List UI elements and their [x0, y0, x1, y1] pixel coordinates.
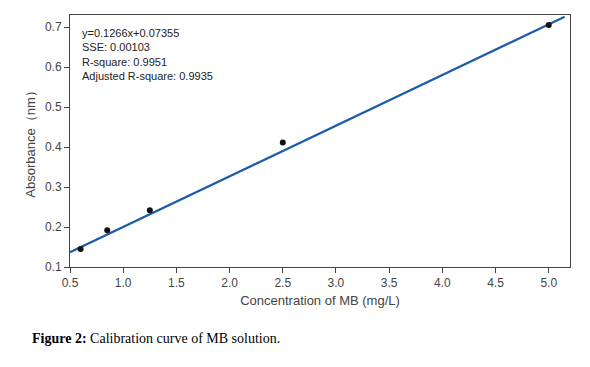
- svg-text:3.0: 3.0: [328, 276, 345, 290]
- svg-text:2.5: 2.5: [274, 276, 291, 290]
- svg-text:1.5: 1.5: [168, 276, 185, 290]
- svg-text:0.4: 0.4: [45, 140, 62, 154]
- svg-text:4.5: 4.5: [487, 276, 504, 290]
- svg-text:Absorbance（nm）: Absorbance（nm）: [23, 84, 38, 197]
- svg-text:Concentration of MB (mg/L): Concentration of MB (mg/L): [240, 293, 400, 308]
- svg-text:0.5: 0.5: [62, 276, 79, 290]
- svg-text:3.5: 3.5: [381, 276, 398, 290]
- svg-text:4.0: 4.0: [434, 276, 451, 290]
- svg-text:5.0: 5.0: [540, 276, 557, 290]
- svg-text:0.2: 0.2: [45, 220, 62, 234]
- svg-text:1.0: 1.0: [115, 276, 132, 290]
- svg-text:0.3: 0.3: [45, 180, 62, 194]
- svg-text:0.1: 0.1: [45, 260, 62, 274]
- svg-text:y=0.1266x+0.07355SSE: 0.00103R: y=0.1266x+0.07355SSE: 0.00103R-square: 0…: [82, 27, 213, 82]
- svg-text:0.6: 0.6: [45, 60, 62, 74]
- svg-text:2.0: 2.0: [221, 276, 238, 290]
- svg-text:Figure 2: Calibration curve of: Figure 2: Calibration curve of MB soluti…: [32, 331, 280, 346]
- svg-text:0.7: 0.7: [45, 20, 62, 34]
- svg-text:0.5: 0.5: [45, 100, 62, 114]
